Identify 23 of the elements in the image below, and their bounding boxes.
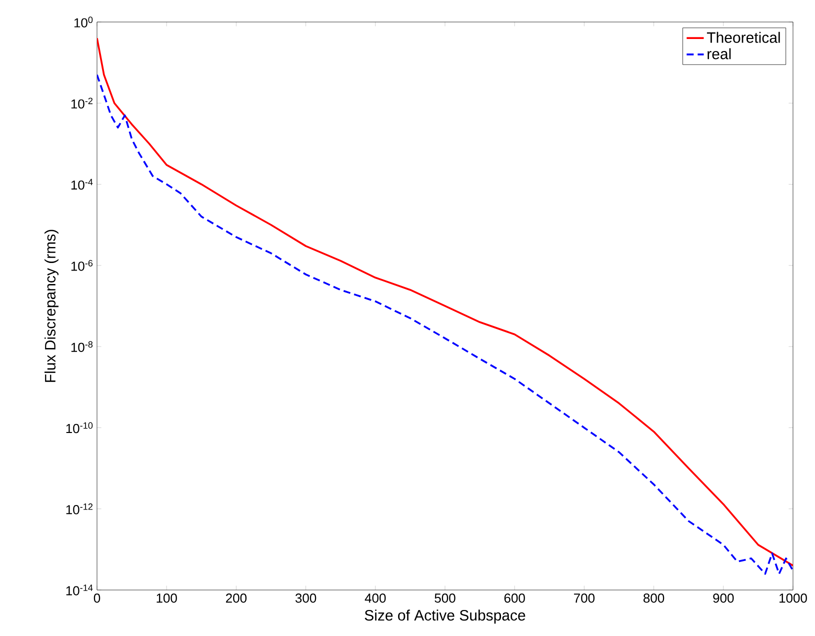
y-tick-label: 10$^{-6}$ bbox=[71, 260, 93, 271]
y-tick-label: 10$^{-8}$ bbox=[71, 341, 93, 352]
x-tick-label: 500 bbox=[434, 594, 456, 603]
x-tick-label: 200 bbox=[226, 594, 247, 603]
x-tick-label: 800 bbox=[644, 594, 664, 603]
x-tick-label: 400 bbox=[364, 594, 386, 603]
x-tick-label: 300 bbox=[295, 594, 316, 603]
y-tick-label: 10$^{-10}$ bbox=[66, 422, 93, 434]
legend-label: real bbox=[708, 48, 731, 60]
y-tick-label: 10$^{0}$ bbox=[74, 16, 93, 28]
y-axis-title: Flux Discrepancy (rms) bbox=[44, 230, 58, 382]
legend-label: Theoretical bbox=[706, 32, 780, 43]
x-tick-label: 1000 bbox=[780, 594, 807, 603]
y-tick-label: 10$^{-14}$ bbox=[66, 584, 93, 596]
y-tick-label: 10$^{-2}$ bbox=[71, 98, 93, 109]
x-tick-label: 100 bbox=[156, 594, 177, 603]
y-tick-label: 10$^{-12}$ bbox=[66, 503, 93, 514]
y-tick-label: 10$^{-4}$ bbox=[71, 178, 93, 190]
x-tick-label: 900 bbox=[713, 594, 734, 603]
x-tick-label: 0 bbox=[94, 594, 100, 603]
x-tick-label: 700 bbox=[574, 594, 595, 603]
x-tick-label: 600 bbox=[504, 594, 525, 603]
x-axis-title: Size of Active Subspace bbox=[364, 610, 526, 624]
